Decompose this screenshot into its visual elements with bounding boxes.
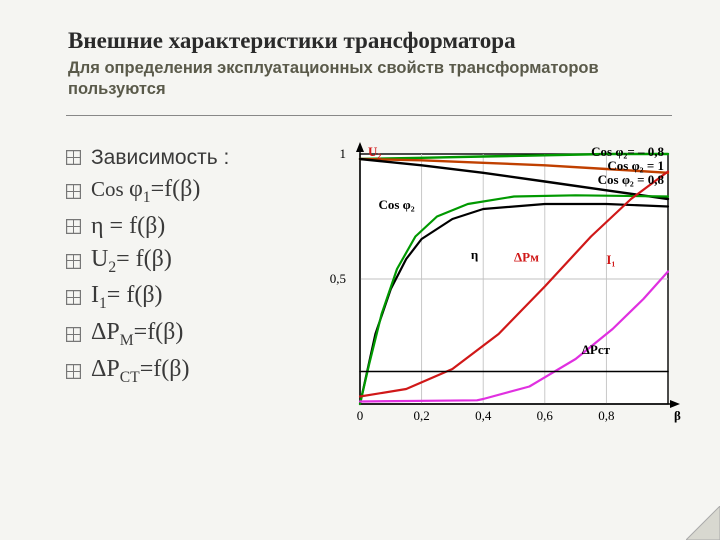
list-item: I1= f(β)	[66, 282, 316, 313]
svg-text:Cos φ₂ = 1: Cos φ₂ = 1	[607, 158, 664, 173]
bullet-icon	[66, 219, 81, 234]
list-label: η = f(β)	[91, 213, 165, 240]
list-item: ΔPМ=f(β)	[66, 319, 316, 350]
svg-text:0,8: 0,8	[598, 408, 614, 423]
svg-text:0: 0	[357, 408, 364, 423]
svg-text:0,2: 0,2	[413, 408, 429, 423]
svg-text:0,6: 0,6	[537, 408, 554, 423]
list-label: ΔPМ=f(β)	[91, 319, 183, 350]
svg-text:U₂: U₂	[368, 144, 381, 159]
chart: 00,20,40,60,8βU₂10,5Cos φ₂= – 0,8Cos φ₂ …	[322, 140, 696, 430]
corner-fold-icon	[686, 506, 720, 540]
list-item: U2= f(β)	[66, 246, 316, 277]
bullet-icon	[66, 327, 81, 342]
list-item: Зависимость :	[66, 146, 316, 170]
bullet-icon	[66, 254, 81, 269]
list-label: Cos φ1=f(β)	[91, 176, 200, 207]
page-title: Внешние характеристики трансформатора	[68, 28, 670, 54]
svg-text:1: 1	[340, 146, 347, 161]
list-item: ΔPСТ=f(β)	[66, 356, 316, 387]
page-subtitle: Для определения эксплуатационных свойств…	[68, 58, 670, 101]
bullet-icon	[66, 364, 81, 379]
list-label: I1= f(β)	[91, 282, 163, 313]
bullet-icon	[66, 184, 81, 199]
svg-text:ΔPм: ΔPм	[514, 249, 539, 264]
svg-text:Cos φ₂ = 0,8: Cos φ₂ = 0,8	[598, 172, 665, 187]
bullet-icon	[66, 290, 81, 305]
list-label: U2= f(β)	[91, 246, 172, 277]
svg-text:Cos φ₂: Cos φ₂	[378, 197, 414, 212]
list-item: η = f(β)	[66, 213, 316, 240]
svg-text:0,4: 0,4	[475, 408, 492, 423]
chart-svg: 00,20,40,60,8βU₂10,5Cos φ₂= – 0,8Cos φ₂ …	[322, 140, 686, 430]
list-label: ΔPСТ=f(β)	[91, 356, 189, 387]
svg-text:η: η	[471, 247, 478, 262]
bullet-icon	[66, 150, 81, 165]
svg-text:ΔPст: ΔPст	[582, 342, 611, 357]
svg-text:0,5: 0,5	[330, 271, 346, 286]
list-label: Зависимость :	[91, 146, 229, 170]
list-item: Cos φ1=f(β)	[66, 176, 316, 207]
svg-text:I₁: I₁	[606, 252, 615, 267]
svg-text:β: β	[674, 408, 681, 423]
bullet-list: Зависимость : Cos φ1=f(β) η = f(β) U2= f…	[66, 140, 316, 430]
svg-text:Cos φ₂= – 0,8: Cos φ₂= – 0,8	[591, 144, 664, 159]
